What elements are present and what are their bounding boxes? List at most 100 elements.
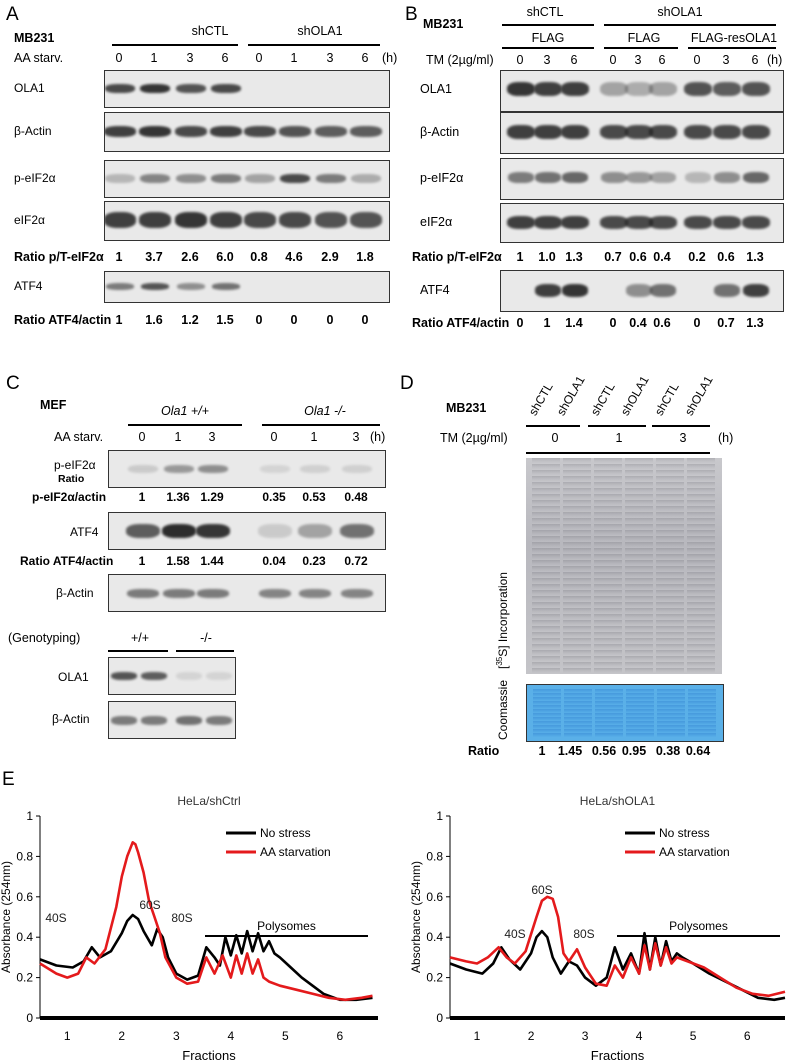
b-eif-band-0 <box>507 216 535 229</box>
e-peak-label-0: 40S <box>45 911 66 925</box>
a-eif-band-3 <box>210 212 242 228</box>
a-ratio2-5: 0 <box>290 313 298 327</box>
d-time-2: 3 <box>679 431 687 445</box>
c-actin-band-0 <box>127 589 159 598</box>
b-time-5: 6 <box>658 53 666 67</box>
c-time-4: 1 <box>310 430 318 444</box>
c-geno-label-ola1: OLA1 <box>58 670 89 684</box>
b-cell-line: MB231 <box>423 17 464 31</box>
b-atf4-band-5 <box>650 284 676 297</box>
b-row-label: TM (2µg/ml) <box>426 53 494 67</box>
a-ratio1-6: 2.9 <box>321 250 339 264</box>
b-ratio1-0: 1 <box>516 250 524 264</box>
c-ratio1-5: 0.48 <box>344 490 368 504</box>
c-ratio2-3: 0.04 <box>262 554 286 568</box>
c-label-atf4: ATF4 <box>70 525 99 539</box>
d-group-bar-2 <box>588 425 646 427</box>
e-y-tick-label-1: 0.2 <box>16 971 33 985</box>
c-cell-line: MEF <box>40 398 67 412</box>
b-sub-bar-2 <box>604 47 678 49</box>
b-sub-bar-3 <box>688 47 776 49</box>
b-ratio2-5: 0.6 <box>653 316 671 330</box>
d-group-bar-1 <box>526 425 580 427</box>
a-time-0: 0 <box>115 51 123 65</box>
c-ratio2-0: 1 <box>138 554 146 568</box>
b-ratio1-2: 1.3 <box>565 250 583 264</box>
a-blot-ola1 <box>104 70 390 108</box>
b-ola1-band-8 <box>742 82 770 96</box>
c-peif-band-2 <box>198 465 228 473</box>
b-actin-band-2 <box>561 125 589 139</box>
e-peak-label-0: 40S <box>504 927 525 941</box>
a-ratio2-label: Ratio ATF4/actin <box>14 313 112 327</box>
b-ratio1-7: 0.6 <box>717 250 735 264</box>
b-time-7: 3 <box>722 53 730 67</box>
b-sub-bar-1 <box>502 47 594 49</box>
a-eif-band-0 <box>105 212 136 228</box>
e-chart-title: HeLa/shOLA1 <box>580 794 656 808</box>
b-time-0: 0 <box>516 53 524 67</box>
e-x-tick-label-1: 2 <box>118 1029 125 1043</box>
a-time-3: 6 <box>221 51 229 65</box>
a-peif-band-1 <box>140 174 170 183</box>
b-ratio2-1: 1 <box>543 316 551 330</box>
a-time-5: 1 <box>290 51 298 65</box>
b-peif-band-0 <box>508 172 534 183</box>
c-genotype-wt: +/+ <box>130 631 150 645</box>
d-autorad-lane-2 <box>594 458 622 674</box>
d-ratio-label: Ratio <box>468 744 500 758</box>
b-peif-band-3 <box>601 172 627 183</box>
b-actin-band-3 <box>600 125 628 139</box>
b-label-peif2a: p-eIF2α <box>420 171 464 185</box>
panel-label-b: B <box>405 4 418 25</box>
b-atf4-band-2 <box>562 284 588 297</box>
c-actin-band-1 <box>163 589 195 598</box>
e-x-tick-label-0: 1 <box>474 1029 481 1043</box>
e-legend-label-1: AA starvation <box>659 845 730 859</box>
a-ratio2-7: 0 <box>361 313 369 327</box>
a-time-7: 6 <box>361 51 369 65</box>
a-ola1-band-0 <box>105 84 135 93</box>
a-ratio1-5: 4.6 <box>285 250 303 264</box>
a-eif-band-6 <box>315 212 347 228</box>
a-ratio1-label: Ratio p/T-eIF2α <box>14 250 104 264</box>
d-ratio-0: 1 <box>538 744 546 758</box>
b-ratio2-0: 0 <box>516 316 524 330</box>
a-actin-band-4 <box>244 126 276 137</box>
e-peak-label-1: 60S <box>139 898 160 912</box>
b-ratio1-8: 1.3 <box>746 250 764 264</box>
d-coomassie-label: Coomassie <box>496 679 510 740</box>
a-peif-band-3 <box>211 174 241 183</box>
d-coomassie-lane-3 <box>626 689 654 737</box>
c-time-1: 1 <box>174 430 182 444</box>
a-ratio1-1: 3.7 <box>145 250 163 264</box>
e-x-tick-label-2: 3 <box>582 1029 589 1043</box>
e-series-line-1 <box>39 840 373 1002</box>
c-peif-band-4 <box>300 465 330 473</box>
c-ratio1-4: 0.53 <box>302 490 326 504</box>
d-ratio-2: 0.56 <box>591 744 617 758</box>
e-peak-label-2: 80S <box>573 927 594 941</box>
d-coomassie-gel <box>526 684 724 742</box>
c-atf4-band-1 <box>162 524 196 538</box>
e-x-tick-label-3: 4 <box>636 1029 643 1043</box>
a-eif-band-4 <box>244 212 276 228</box>
d-autorad-lane-3 <box>625 458 653 674</box>
b-ola1-band-4 <box>625 82 653 96</box>
d-autoradiograph <box>526 458 722 674</box>
e-x-tick-label-4: 5 <box>690 1029 697 1043</box>
b-ratio2-7: 0.7 <box>717 316 735 330</box>
e-y-tick-label-4: 0.8 <box>16 849 33 863</box>
d-lane-label-0: shCTL <box>525 380 556 418</box>
c-geno-actin-band-3 <box>206 716 232 725</box>
e-y-tick-label-5: 1 <box>436 809 443 823</box>
a-ratio2-2: 1.2 <box>181 313 199 327</box>
c-label-actin: β-Actin <box>56 586 94 600</box>
a-cell-line: MB231 <box>14 31 55 45</box>
a-actin-band-0 <box>105 126 136 137</box>
a-ratio2-4: 0 <box>255 313 263 327</box>
a-ratio1-2: 2.6 <box>181 250 199 264</box>
e-y-tick-label-3: 0.6 <box>16 890 33 904</box>
c-genotype-ko: -/- <box>200 631 212 645</box>
a-blot-eif2a <box>104 201 390 241</box>
